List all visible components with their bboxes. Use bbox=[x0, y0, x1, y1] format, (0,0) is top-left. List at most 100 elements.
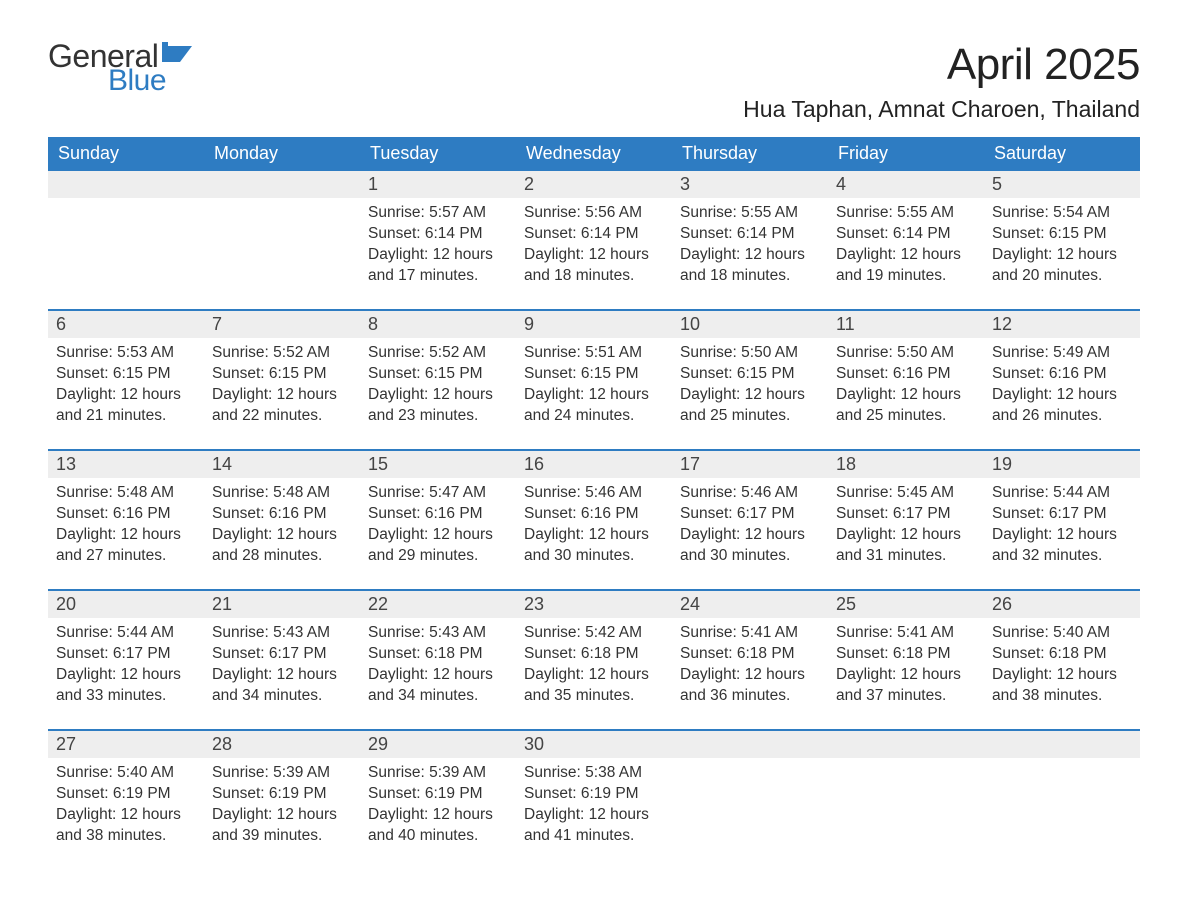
calendar-day-cell: 9Sunrise: 5:51 AMSunset: 6:15 PMDaylight… bbox=[516, 311, 672, 449]
sunrise-text: Sunrise: 5:43 AM bbox=[368, 623, 508, 644]
calendar-day-cell: 25Sunrise: 5:41 AMSunset: 6:18 PMDayligh… bbox=[828, 591, 984, 729]
calendar-day-cell bbox=[672, 731, 828, 869]
sunset-text: Sunset: 6:17 PM bbox=[56, 644, 196, 665]
calendar-day-cell: 26Sunrise: 5:40 AMSunset: 6:18 PMDayligh… bbox=[984, 591, 1140, 729]
daylight-text: Daylight: 12 hours and 21 minutes. bbox=[56, 385, 196, 427]
sunset-text: Sunset: 6:18 PM bbox=[368, 644, 508, 665]
day-number: 27 bbox=[48, 731, 204, 758]
location-subtitle: Hua Taphan, Amnat Charoen, Thailand bbox=[743, 96, 1140, 123]
sunrise-text: Sunrise: 5:52 AM bbox=[212, 343, 352, 364]
flag-icon bbox=[162, 42, 196, 66]
day-details: Sunrise: 5:45 AMSunset: 6:17 PMDaylight:… bbox=[828, 478, 984, 571]
calendar-day-cell bbox=[984, 731, 1140, 869]
day-details: Sunrise: 5:53 AMSunset: 6:15 PMDaylight:… bbox=[48, 338, 204, 431]
day-number: 1 bbox=[360, 171, 516, 198]
day-details: Sunrise: 5:52 AMSunset: 6:15 PMDaylight:… bbox=[204, 338, 360, 431]
day-number: 14 bbox=[204, 451, 360, 478]
day-number: 30 bbox=[516, 731, 672, 758]
sunrise-text: Sunrise: 5:46 AM bbox=[680, 483, 820, 504]
calendar-week: 1Sunrise: 5:57 AMSunset: 6:14 PMDaylight… bbox=[48, 171, 1140, 309]
sunset-text: Sunset: 6:19 PM bbox=[368, 784, 508, 805]
sunset-text: Sunset: 6:16 PM bbox=[56, 504, 196, 525]
sunrise-text: Sunrise: 5:42 AM bbox=[524, 623, 664, 644]
sunset-text: Sunset: 6:16 PM bbox=[368, 504, 508, 525]
sunset-text: Sunset: 6:15 PM bbox=[56, 364, 196, 385]
sunset-text: Sunset: 6:15 PM bbox=[368, 364, 508, 385]
day-number bbox=[984, 731, 1140, 758]
day-details: Sunrise: 5:57 AMSunset: 6:14 PMDaylight:… bbox=[360, 198, 516, 291]
day-number: 23 bbox=[516, 591, 672, 618]
daylight-text: Daylight: 12 hours and 23 minutes. bbox=[368, 385, 508, 427]
calendar-day-cell: 2Sunrise: 5:56 AMSunset: 6:14 PMDaylight… bbox=[516, 171, 672, 309]
brand-logo: General Blue bbox=[48, 40, 196, 96]
calendar-day-cell: 11Sunrise: 5:50 AMSunset: 6:16 PMDayligh… bbox=[828, 311, 984, 449]
sunset-text: Sunset: 6:17 PM bbox=[680, 504, 820, 525]
sunset-text: Sunset: 6:19 PM bbox=[212, 784, 352, 805]
day-details: Sunrise: 5:42 AMSunset: 6:18 PMDaylight:… bbox=[516, 618, 672, 711]
day-details: Sunrise: 5:49 AMSunset: 6:16 PMDaylight:… bbox=[984, 338, 1140, 431]
sunset-text: Sunset: 6:19 PM bbox=[524, 784, 664, 805]
calendar-day-cell: 8Sunrise: 5:52 AMSunset: 6:15 PMDaylight… bbox=[360, 311, 516, 449]
calendar-day-cell: 15Sunrise: 5:47 AMSunset: 6:16 PMDayligh… bbox=[360, 451, 516, 589]
calendar-day-cell: 23Sunrise: 5:42 AMSunset: 6:18 PMDayligh… bbox=[516, 591, 672, 729]
daylight-text: Daylight: 12 hours and 29 minutes. bbox=[368, 525, 508, 567]
day-number bbox=[828, 731, 984, 758]
brand-word2: Blue bbox=[108, 66, 196, 96]
calendar-day-cell: 17Sunrise: 5:46 AMSunset: 6:17 PMDayligh… bbox=[672, 451, 828, 589]
sunset-text: Sunset: 6:15 PM bbox=[524, 364, 664, 385]
day-number: 7 bbox=[204, 311, 360, 338]
daylight-text: Daylight: 12 hours and 36 minutes. bbox=[680, 665, 820, 707]
day-details: Sunrise: 5:39 AMSunset: 6:19 PMDaylight:… bbox=[360, 758, 516, 851]
day-details: Sunrise: 5:44 AMSunset: 6:17 PMDaylight:… bbox=[984, 478, 1140, 571]
calendar-day-cell: 24Sunrise: 5:41 AMSunset: 6:18 PMDayligh… bbox=[672, 591, 828, 729]
dow-cell: Friday bbox=[828, 137, 984, 171]
daylight-text: Daylight: 12 hours and 38 minutes. bbox=[56, 805, 196, 847]
day-number: 16 bbox=[516, 451, 672, 478]
sunrise-text: Sunrise: 5:45 AM bbox=[836, 483, 976, 504]
day-details: Sunrise: 5:46 AMSunset: 6:17 PMDaylight:… bbox=[672, 478, 828, 571]
sunrise-text: Sunrise: 5:44 AM bbox=[56, 623, 196, 644]
daylight-text: Daylight: 12 hours and 33 minutes. bbox=[56, 665, 196, 707]
calendar-day-cell: 4Sunrise: 5:55 AMSunset: 6:14 PMDaylight… bbox=[828, 171, 984, 309]
sunrise-text: Sunrise: 5:50 AM bbox=[680, 343, 820, 364]
day-number: 5 bbox=[984, 171, 1140, 198]
sunrise-text: Sunrise: 5:39 AM bbox=[212, 763, 352, 784]
calendar-day-cell: 3Sunrise: 5:55 AMSunset: 6:14 PMDaylight… bbox=[672, 171, 828, 309]
day-number: 3 bbox=[672, 171, 828, 198]
calendar-day-cell bbox=[48, 171, 204, 309]
day-details: Sunrise: 5:48 AMSunset: 6:16 PMDaylight:… bbox=[204, 478, 360, 571]
sunrise-text: Sunrise: 5:57 AM bbox=[368, 203, 508, 224]
day-details: Sunrise: 5:38 AMSunset: 6:19 PMDaylight:… bbox=[516, 758, 672, 851]
sunrise-text: Sunrise: 5:54 AM bbox=[992, 203, 1132, 224]
sunrise-text: Sunrise: 5:46 AM bbox=[524, 483, 664, 504]
day-number: 11 bbox=[828, 311, 984, 338]
daylight-text: Daylight: 12 hours and 17 minutes. bbox=[368, 245, 508, 287]
daylight-text: Daylight: 12 hours and 34 minutes. bbox=[368, 665, 508, 707]
day-number: 25 bbox=[828, 591, 984, 618]
day-number: 28 bbox=[204, 731, 360, 758]
daylight-text: Daylight: 12 hours and 27 minutes. bbox=[56, 525, 196, 567]
sunrise-text: Sunrise: 5:39 AM bbox=[368, 763, 508, 784]
sunset-text: Sunset: 6:14 PM bbox=[524, 224, 664, 245]
calendar-day-cell: 22Sunrise: 5:43 AMSunset: 6:18 PMDayligh… bbox=[360, 591, 516, 729]
sunrise-text: Sunrise: 5:49 AM bbox=[992, 343, 1132, 364]
day-details: Sunrise: 5:43 AMSunset: 6:18 PMDaylight:… bbox=[360, 618, 516, 711]
calendar-grid: SundayMondayTuesdayWednesdayThursdayFrid… bbox=[48, 137, 1140, 869]
sunrise-text: Sunrise: 5:53 AM bbox=[56, 343, 196, 364]
day-number: 19 bbox=[984, 451, 1140, 478]
sunset-text: Sunset: 6:14 PM bbox=[836, 224, 976, 245]
daylight-text: Daylight: 12 hours and 25 minutes. bbox=[836, 385, 976, 427]
sunset-text: Sunset: 6:18 PM bbox=[836, 644, 976, 665]
day-number: 6 bbox=[48, 311, 204, 338]
daylight-text: Daylight: 12 hours and 20 minutes. bbox=[992, 245, 1132, 287]
calendar-day-cell: 1Sunrise: 5:57 AMSunset: 6:14 PMDaylight… bbox=[360, 171, 516, 309]
sunset-text: Sunset: 6:15 PM bbox=[992, 224, 1132, 245]
day-details: Sunrise: 5:51 AMSunset: 6:15 PMDaylight:… bbox=[516, 338, 672, 431]
day-details: Sunrise: 5:52 AMSunset: 6:15 PMDaylight:… bbox=[360, 338, 516, 431]
sunrise-text: Sunrise: 5:47 AM bbox=[368, 483, 508, 504]
day-details: Sunrise: 5:50 AMSunset: 6:15 PMDaylight:… bbox=[672, 338, 828, 431]
daylight-text: Daylight: 12 hours and 22 minutes. bbox=[212, 385, 352, 427]
sunset-text: Sunset: 6:18 PM bbox=[680, 644, 820, 665]
sunrise-text: Sunrise: 5:48 AM bbox=[212, 483, 352, 504]
day-details: Sunrise: 5:39 AMSunset: 6:19 PMDaylight:… bbox=[204, 758, 360, 851]
